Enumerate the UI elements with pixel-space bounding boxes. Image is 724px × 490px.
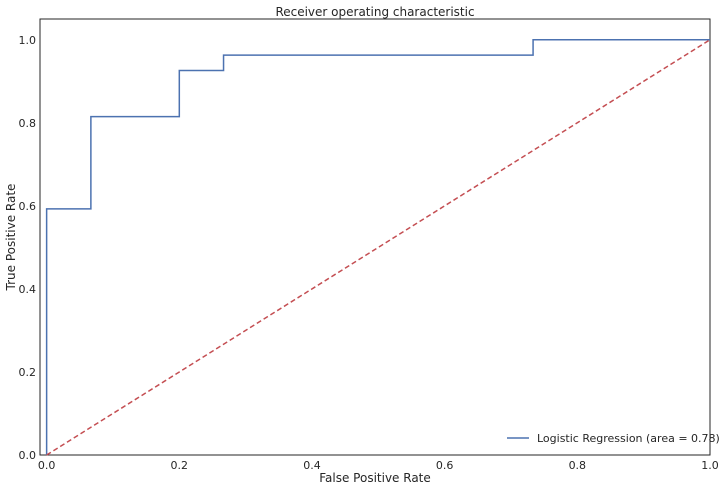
plot-frame xyxy=(39,18,711,456)
series-layer xyxy=(45,39,711,456)
x-tick-label: 0.8 xyxy=(569,459,587,472)
series-line-logistic xyxy=(45,39,710,455)
y-tick-label: 0.0 xyxy=(19,449,37,462)
legend-label-logistic: Logistic Regression (area = 0.78) xyxy=(537,432,720,445)
series-line-chance xyxy=(46,39,711,456)
x-tick-label: 1.0 xyxy=(701,459,719,472)
y-tick-label: 0.4 xyxy=(19,283,37,296)
y-axis-label: True Positive Rate xyxy=(4,184,18,292)
x-tick-label: 0.6 xyxy=(436,459,454,472)
x-tick-label: 0.2 xyxy=(171,459,189,472)
legend: Logistic Regression (area = 0.78) xyxy=(507,432,720,445)
x-axis-label: False Positive Rate xyxy=(319,471,431,485)
chart-title: Receiver operating characteristic xyxy=(275,5,474,19)
x-tick-label: 0.0 xyxy=(38,459,56,472)
tick-labels: 0.0 0.2 0.4 0.6 0.8 1.0 0.0 0.2 0.4 0.6 0.8 1.0 xyxy=(19,34,719,472)
y-tick-label: 0.2 xyxy=(19,366,37,379)
y-tick-label: 0.8 xyxy=(19,117,37,130)
x-tick-label: 0.4 xyxy=(303,459,321,472)
y-tick-label: 1.0 xyxy=(19,34,37,47)
y-tick-label: 0.6 xyxy=(19,200,37,213)
